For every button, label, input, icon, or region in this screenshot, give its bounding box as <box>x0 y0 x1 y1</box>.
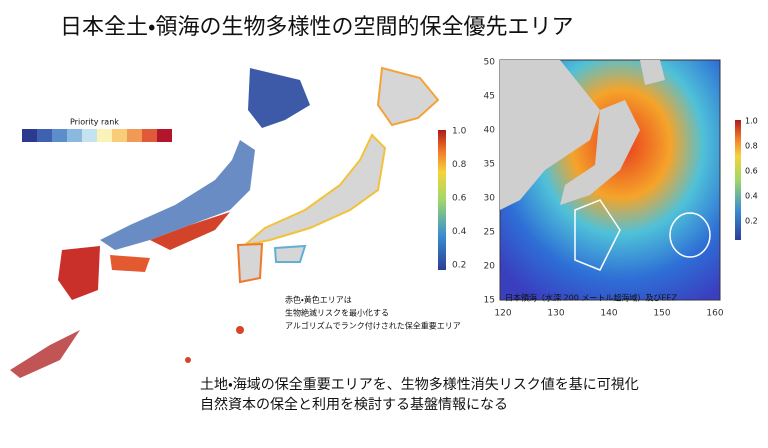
colorbar-tick-label: 0.8 <box>745 142 758 151</box>
y-tick-label: 35 <box>484 160 495 170</box>
colorbar-tick-label: 0.6 <box>452 194 467 204</box>
y-tick-label: 20 <box>484 262 496 272</box>
x-tick-label: 150 <box>653 309 670 319</box>
colorbar <box>438 130 446 270</box>
colorbar-tick-label: 0.4 <box>452 227 467 237</box>
body-text: 自然資本の保全と利用を検討する基盤情報になる <box>200 396 508 413</box>
y-tick-label: 30 <box>484 194 496 204</box>
body-text: 土地・海域の保全重要エリアを、生物多様性消失リスク値を基に可視化 <box>200 376 639 393</box>
colorbar-tick-label: 1.0 <box>745 117 758 126</box>
x-tick-label: 140 <box>600 309 617 319</box>
colorbar-tick-label: 0.4 <box>745 192 758 201</box>
y-tick-label: 25 <box>484 228 495 238</box>
land <box>560 100 640 205</box>
coastal-map <box>185 66 440 363</box>
eez-outline <box>574 199 621 271</box>
colorbar-tick-label: 0.2 <box>452 261 466 271</box>
note-line: 生物絶滅リスクを最小化する <box>285 308 389 318</box>
land <box>640 60 665 85</box>
colorbar-tick-label: 1.0 <box>452 127 467 137</box>
y-tick-label: 50 <box>484 58 496 68</box>
colorbar-tick-label: 0.6 <box>745 167 758 176</box>
eez-outline <box>669 212 711 258</box>
priority-map <box>10 68 310 378</box>
note-line: 赤色・黄色エリアは <box>285 295 352 305</box>
map-caption: 日本領海（水深 200 メートル超海域）及びEEZ <box>505 293 677 303</box>
colorbar-tick-label: 0.8 <box>452 160 467 170</box>
x-tick-label: 130 <box>547 309 564 319</box>
note-line: アルゴリズムでランク付けされた保全重要エリア <box>285 321 461 331</box>
legend-title: Priority rank <box>70 118 119 127</box>
y-tick-label: 40 <box>484 126 496 136</box>
title: 日本全土・領海の生物多様性の空間的保全優先エリア <box>60 15 573 40</box>
legend-scale <box>22 129 172 142</box>
colorbar <box>735 120 741 240</box>
x-tick-label: 120 <box>494 309 511 319</box>
colorbar-tick-label: 0.2 <box>745 217 758 226</box>
x-tick-label: 160 <box>706 309 723 319</box>
land <box>500 60 600 210</box>
y-tick-label: 15 <box>484 296 495 306</box>
y-tick-label: 45 <box>484 92 495 102</box>
